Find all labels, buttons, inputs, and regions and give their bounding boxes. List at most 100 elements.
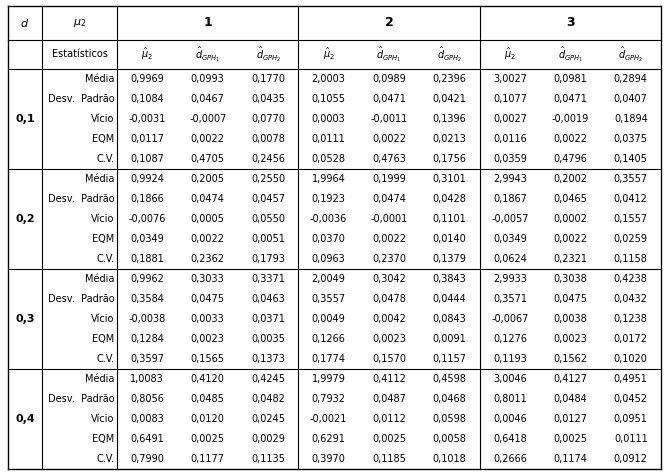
Text: 0,3371: 0,3371: [252, 274, 285, 284]
Text: 0,0025: 0,0025: [191, 434, 225, 444]
Text: 0,0349: 0,0349: [130, 234, 164, 244]
Text: 0,0465: 0,0465: [553, 194, 587, 204]
Text: EQM: EQM: [92, 234, 114, 244]
Text: 0,0049: 0,0049: [312, 314, 345, 324]
Text: 2,0049: 2,0049: [312, 274, 346, 284]
Text: 0,3584: 0,3584: [130, 294, 165, 304]
Text: 0,2396: 0,2396: [433, 74, 466, 84]
Text: 0,1557: 0,1557: [613, 214, 648, 224]
Text: 0,0022: 0,0022: [191, 134, 225, 144]
Text: 0,0371: 0,0371: [252, 314, 285, 324]
Text: 0,0375: 0,0375: [613, 134, 648, 144]
Text: 0,0058: 0,0058: [433, 434, 466, 444]
Text: 0,6291: 0,6291: [312, 434, 346, 444]
Text: 0,0116: 0,0116: [493, 134, 527, 144]
Text: 0,4: 0,4: [15, 414, 35, 424]
Text: 0,7990: 0,7990: [130, 454, 165, 464]
Text: 0,2894: 0,2894: [614, 74, 648, 84]
Text: 1,9979: 1,9979: [312, 374, 346, 384]
Text: Estatísticos: Estatísticos: [52, 49, 108, 59]
Text: 0,1101: 0,1101: [433, 214, 466, 224]
Text: 0,4245: 0,4245: [251, 374, 285, 384]
Text: 0,3042: 0,3042: [372, 274, 406, 284]
Text: $\hat{d}_{GPH_1}$: $\hat{d}_{GPH_1}$: [195, 45, 221, 64]
Text: -0,0057: -0,0057: [491, 214, 529, 224]
Text: $\hat{d}_{GPH_2}$: $\hat{d}_{GPH_2}$: [256, 45, 281, 64]
Text: 0,0452: 0,0452: [613, 394, 648, 404]
Text: 0,0484: 0,0484: [553, 394, 587, 404]
Text: 2,9933: 2,9933: [493, 274, 527, 284]
Text: -0,0007: -0,0007: [189, 114, 226, 124]
Text: 0,0042: 0,0042: [372, 314, 406, 324]
Text: 0,1020: 0,1020: [614, 354, 648, 364]
Text: 0,0475: 0,0475: [553, 294, 587, 304]
Text: C.V.: C.V.: [96, 454, 114, 464]
Text: 0,4763: 0,4763: [372, 154, 406, 164]
Text: 0,0467: 0,0467: [191, 94, 225, 104]
Text: 0,0091: 0,0091: [433, 334, 466, 344]
Text: $\hat{d}_{GPH_1}$: $\hat{d}_{GPH_1}$: [558, 45, 583, 64]
Text: 0,0005: 0,0005: [191, 214, 225, 224]
Text: 0,0457: 0,0457: [251, 194, 285, 204]
Text: $\mu_2$: $\mu_2$: [73, 17, 86, 28]
Text: $\hat{d}_{GPH_1}$: $\hat{d}_{GPH_1}$: [377, 45, 402, 64]
Text: 0,0025: 0,0025: [553, 434, 587, 444]
Text: 0,1999: 0,1999: [372, 174, 406, 184]
Text: 0,2: 0,2: [15, 214, 35, 224]
Text: 0,1158: 0,1158: [614, 254, 648, 264]
Text: 0,1238: 0,1238: [614, 314, 648, 324]
Text: 0,0912: 0,0912: [614, 454, 648, 464]
Text: 0,0117: 0,0117: [130, 134, 165, 144]
Text: 0,0083: 0,0083: [130, 414, 164, 424]
Text: 0,1018: 0,1018: [433, 454, 466, 464]
Text: 0,0033: 0,0033: [191, 314, 225, 324]
Text: 0,1284: 0,1284: [130, 334, 165, 344]
Text: 0,0022: 0,0022: [553, 234, 587, 244]
Text: 0,0127: 0,0127: [553, 414, 587, 424]
Text: 0,0474: 0,0474: [191, 194, 225, 204]
Text: 0,0022: 0,0022: [553, 134, 587, 144]
Text: 0,1157: 0,1157: [432, 354, 466, 364]
Text: 0,8056: 0,8056: [130, 394, 165, 404]
Text: 0,2456: 0,2456: [251, 154, 285, 164]
Text: 0,1770: 0,1770: [251, 74, 285, 84]
Text: 2,0003: 2,0003: [312, 74, 346, 84]
Text: 0,1055: 0,1055: [312, 94, 346, 104]
Text: 0,0051: 0,0051: [252, 234, 285, 244]
Text: 0,2362: 0,2362: [191, 254, 225, 264]
Text: 0,0172: 0,0172: [613, 334, 648, 344]
Text: 0,1894: 0,1894: [614, 114, 648, 124]
Text: Média: Média: [85, 274, 114, 284]
Text: 0,1379: 0,1379: [433, 254, 466, 264]
Text: 0,3843: 0,3843: [433, 274, 466, 284]
Text: 0,0112: 0,0112: [372, 414, 406, 424]
Text: 0,0989: 0,0989: [372, 74, 406, 84]
Text: 0,0349: 0,0349: [493, 234, 527, 244]
Text: 0,0370: 0,0370: [312, 234, 346, 244]
Text: 0,1565: 0,1565: [191, 354, 225, 364]
Text: 0,0435: 0,0435: [252, 94, 285, 104]
Text: -0,0067: -0,0067: [491, 314, 529, 324]
Text: 0,1923: 0,1923: [312, 194, 346, 204]
Text: Média: Média: [85, 74, 114, 84]
Text: 0,3: 0,3: [15, 314, 35, 324]
Text: Desv.  Padrão: Desv. Padrão: [47, 394, 114, 404]
Text: 0,1266: 0,1266: [312, 334, 346, 344]
Text: 0,0120: 0,0120: [191, 414, 225, 424]
Text: 0,2321: 0,2321: [553, 254, 587, 264]
Text: 0,0038: 0,0038: [553, 314, 587, 324]
Text: 1,9964: 1,9964: [312, 174, 345, 184]
Text: -0,0019: -0,0019: [552, 114, 589, 124]
Text: 0,0023: 0,0023: [553, 334, 587, 344]
Text: Vício: Vício: [91, 314, 114, 324]
Text: 0,0444: 0,0444: [433, 294, 466, 304]
Text: -0,0011: -0,0011: [371, 114, 407, 124]
Text: 0,6418: 0,6418: [493, 434, 527, 444]
Text: 0,0951: 0,0951: [614, 414, 648, 424]
Text: 0,1087: 0,1087: [130, 154, 165, 164]
Text: 0,1396: 0,1396: [433, 114, 466, 124]
Text: 0,0022: 0,0022: [191, 234, 225, 244]
Text: Vício: Vício: [91, 414, 114, 424]
Text: $\hat{d}_{GPH_2}$: $\hat{d}_{GPH_2}$: [437, 45, 462, 64]
Text: 0,0432: 0,0432: [614, 294, 648, 304]
